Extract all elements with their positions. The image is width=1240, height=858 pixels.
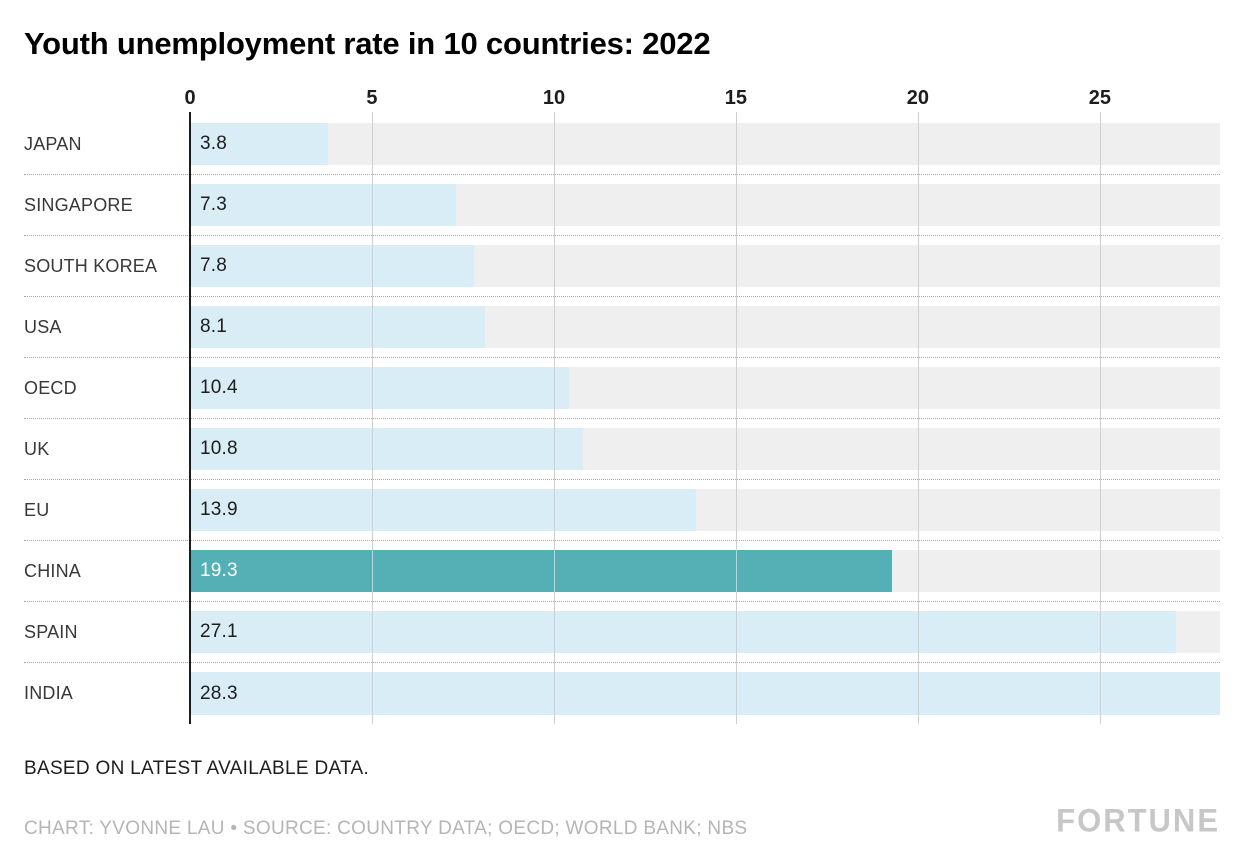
category-label: UK (24, 438, 50, 459)
bar: 10.4 (190, 367, 569, 409)
axis-tick-label: 15 (724, 87, 748, 109)
axis-tick-label: 25 (1088, 87, 1112, 109)
chart-row: CHINA 19.3 (24, 541, 1220, 602)
row-plot-area: 19.3 (190, 541, 1220, 601)
chart-row: SOUTH KOREA 7.8 (24, 236, 1220, 297)
category-label: CHINA (24, 560, 82, 581)
axis-tick-label: 5 (366, 87, 378, 109)
chart-row: OECD 10.4 (24, 358, 1220, 419)
bar-value-label: 7.8 (200, 255, 228, 276)
row-plot-area: 10.4 (190, 358, 1220, 418)
row-plot-area: 28.3 (190, 663, 1220, 724)
category-label: OECD (24, 377, 77, 398)
bar-value-label: 10.4 (200, 377, 238, 398)
bar-value-label: 19.3 (200, 560, 238, 581)
bar: 8.1 (190, 306, 485, 348)
chart-row: JAPAN 3.8 (24, 114, 1220, 175)
bar-value-label: 7.3 (200, 194, 228, 215)
bar-chart: 0 5 10 15 20 25 JAPAN 3.8 SINGAPORE 7.3 SOUTH KOR… (24, 82, 1220, 724)
axis-tick-label: 20 (906, 87, 930, 109)
axis-tick-labels: 0 5 10 15 20 25 (184, 82, 1220, 114)
bar: 7.8 (190, 245, 474, 287)
bar: 7.3 (190, 184, 456, 226)
row-plot-area: 8.1 (190, 297, 1220, 357)
row-plot-area: 7.8 (190, 236, 1220, 296)
row-stripe (190, 123, 1220, 165)
bar: 13.9 (190, 489, 696, 531)
chart-rows: JAPAN 3.8 SINGAPORE 7.3 SOUTH KOREA 7.8 USA 8.1… (24, 114, 1220, 724)
credit-line: CHART: YVONNE LAU • SOURCE: COUNTRY DATA… (24, 818, 748, 839)
bar-value-label: 10.8 (200, 438, 238, 459)
category-label: SPAIN (24, 621, 78, 642)
bar: 27.1 (190, 611, 1177, 653)
chart-title: Youth unemployment rate in 10 countries:… (24, 26, 711, 61)
bar-value-label: 8.1 (200, 316, 228, 337)
row-plot-area: 27.1 (190, 602, 1220, 662)
bar-highlighted: 19.3 (190, 550, 893, 592)
category-label: USA (24, 316, 62, 337)
chart-row: USA 8.1 (24, 297, 1220, 358)
axis-tick-label: 10 (542, 87, 566, 109)
chart-row: UK 10.8 (24, 419, 1220, 480)
category-label: SOUTH KOREA (24, 255, 158, 276)
chart-row: SINGAPORE 7.3 (24, 175, 1220, 236)
bar-value-label: 3.8 (200, 133, 228, 154)
fortune-logo: FORTUNE (1056, 802, 1220, 839)
category-label: JAPAN (24, 133, 82, 154)
bar: 3.8 (190, 123, 329, 165)
chart-row: SPAIN 27.1 (24, 602, 1220, 663)
bar-value-label: 27.1 (200, 621, 238, 642)
chart-body: JAPAN 3.8 SINGAPORE 7.3 SOUTH KOREA 7.8 USA 8.1… (24, 112, 1220, 724)
row-plot-area: 7.3 (190, 175, 1220, 235)
row-plot-area: 13.9 (190, 480, 1220, 540)
category-label: SINGAPORE (24, 194, 133, 215)
chart-row: EU 13.9 (24, 480, 1220, 541)
row-plot-area: 10.8 (190, 419, 1220, 479)
bar: 10.8 (190, 428, 584, 470)
chart-row: INDIA 28.3 (24, 663, 1220, 724)
row-plot-area: 3.8 (190, 114, 1220, 174)
category-label: INDIA (24, 683, 74, 703)
credit-row: CHART: YVONNE LAU • SOURCE: COUNTRY DATA… (24, 802, 1220, 840)
axis-tick-label: 0 (184, 87, 196, 109)
category-label: EU (24, 499, 50, 520)
bar-value-label: 28.3 (200, 682, 238, 704)
bar-value-label: 13.9 (200, 499, 238, 520)
bar: 28.3 (190, 672, 1220, 715)
footnote: BASED ON LATEST AVAILABLE DATA. (24, 758, 370, 779)
